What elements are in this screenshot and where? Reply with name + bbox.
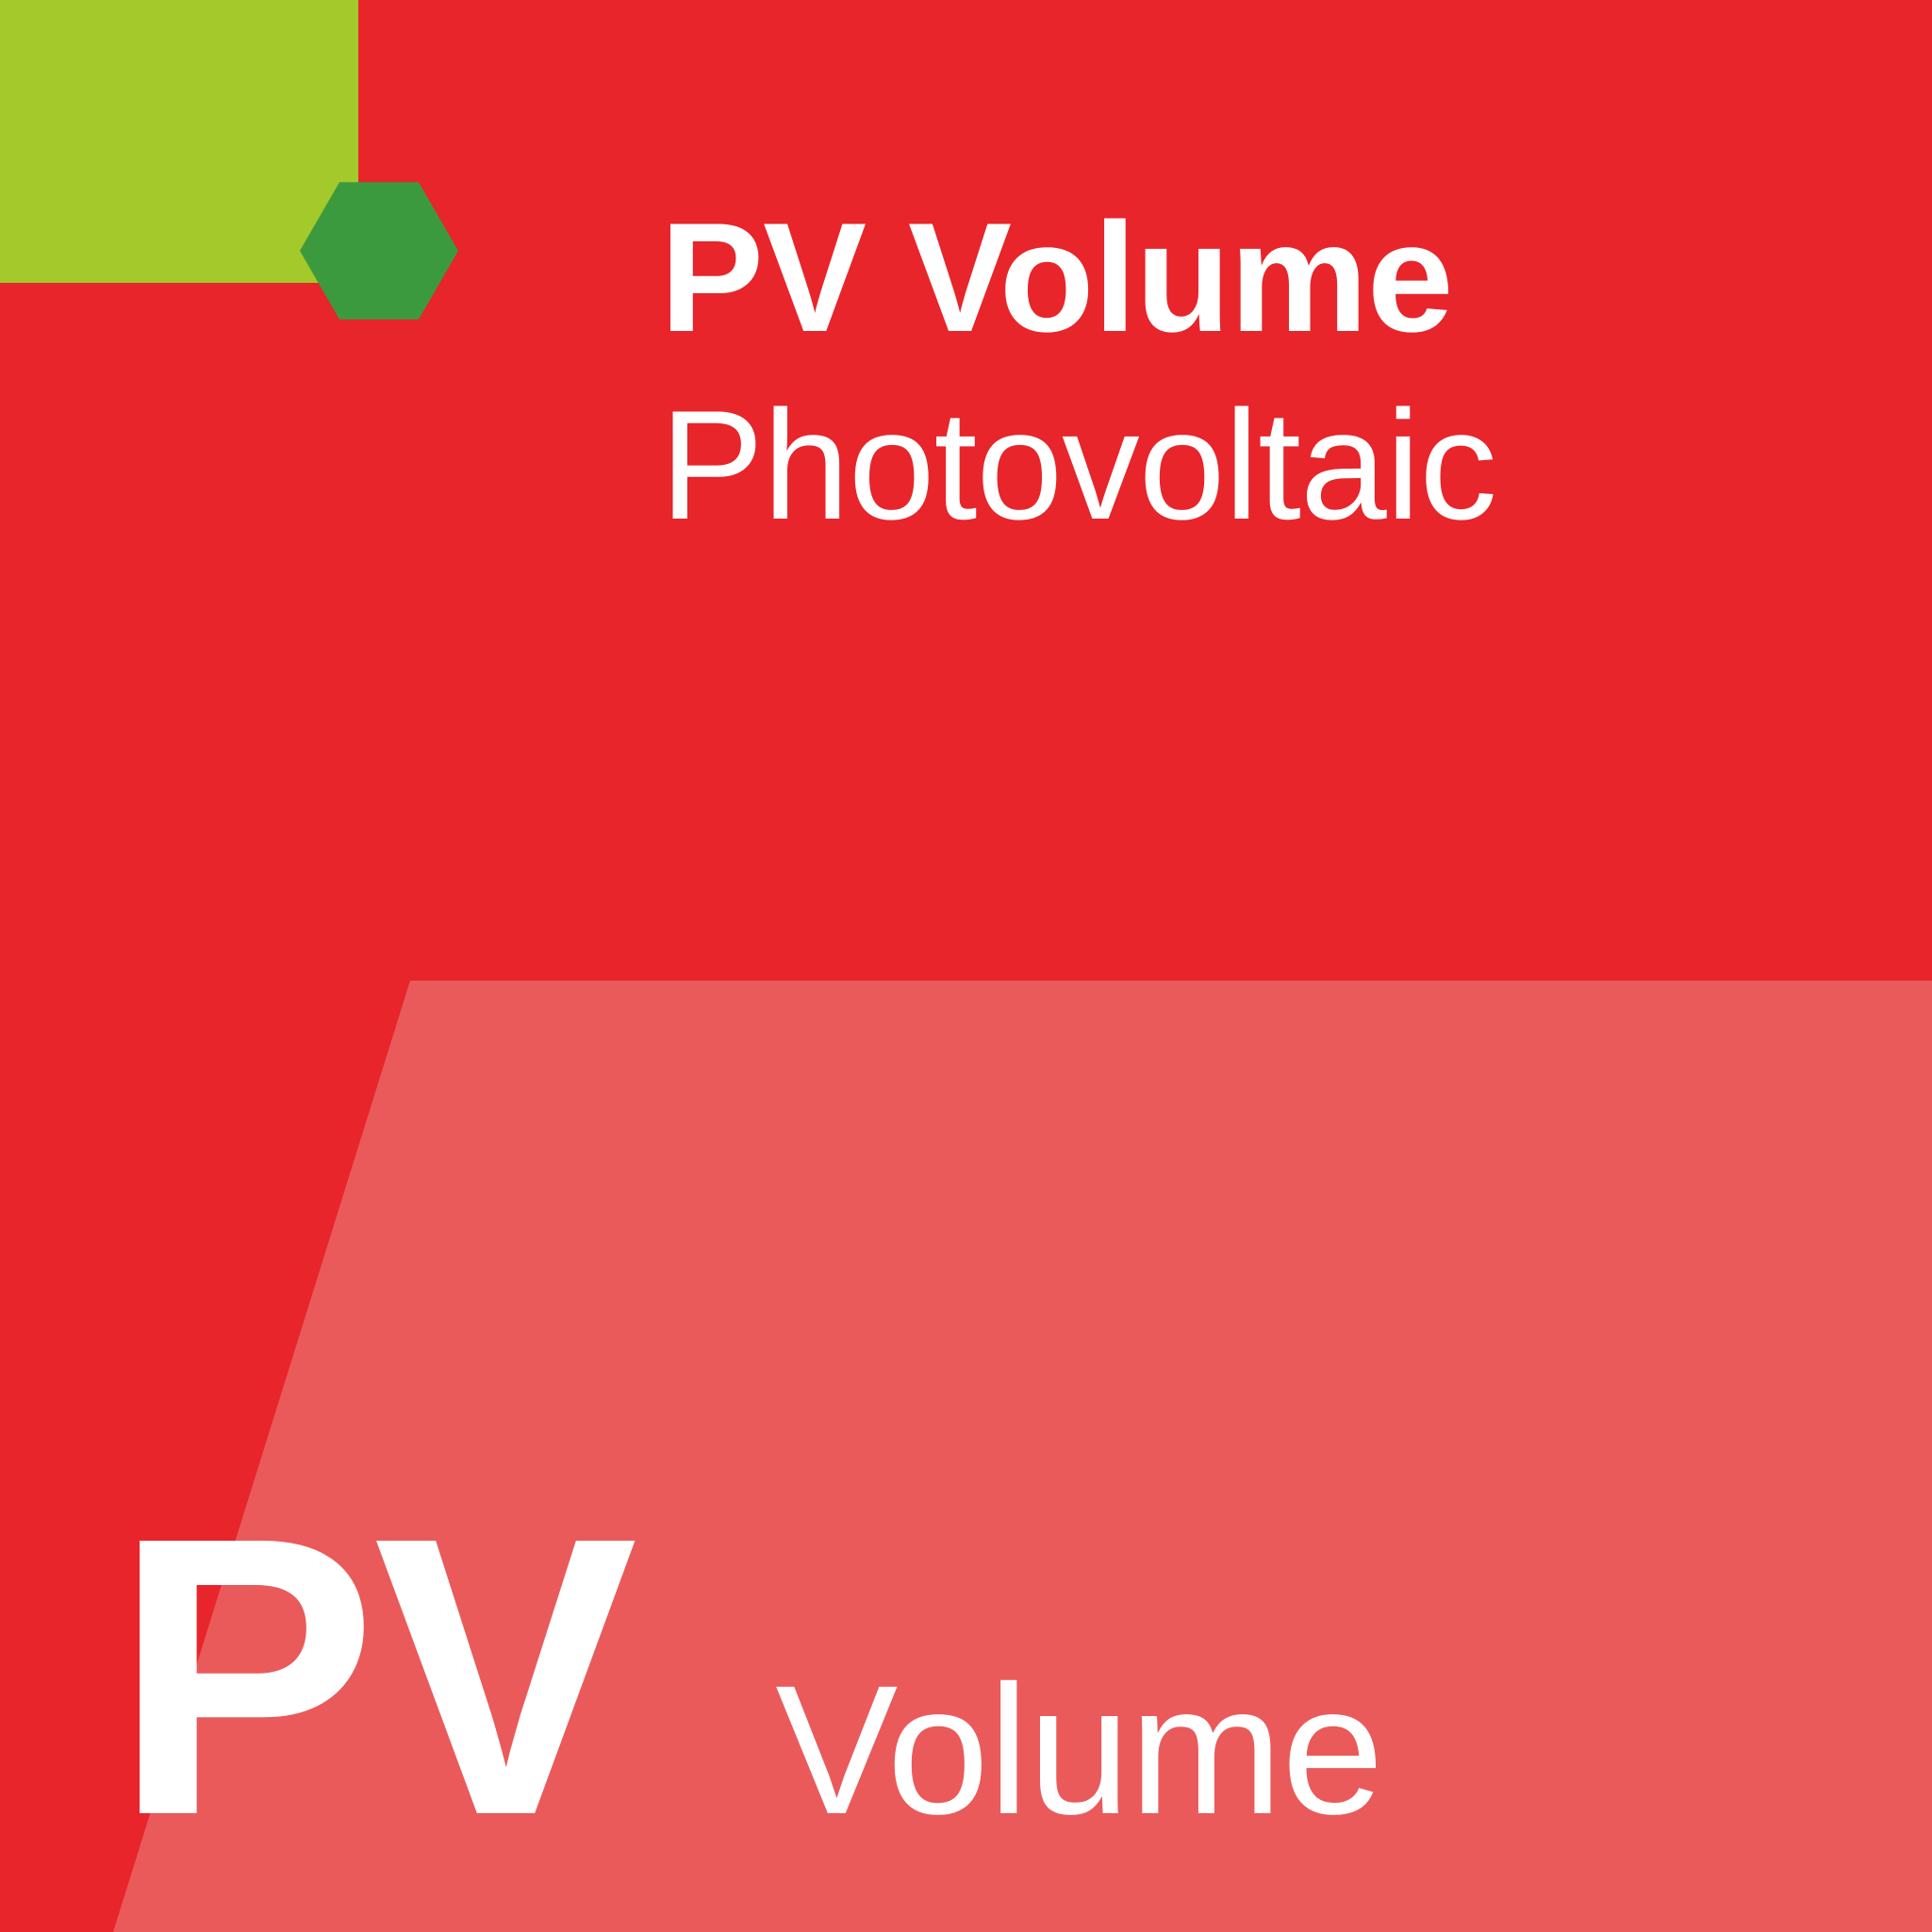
title-line-2: Photovoltaic [660, 376, 1496, 554]
footer-code: PV [113, 1479, 634, 1875]
title-block: PV Volume Photovoltaic [660, 189, 1496, 554]
footer-block: PV Volume [113, 1479, 1383, 1875]
footer-label: Volume [775, 1659, 1382, 1842]
card-background: PV Volume Photovoltaic PV Volume [0, 0, 1932, 1932]
title-line-1: PV Volume [660, 189, 1496, 367]
